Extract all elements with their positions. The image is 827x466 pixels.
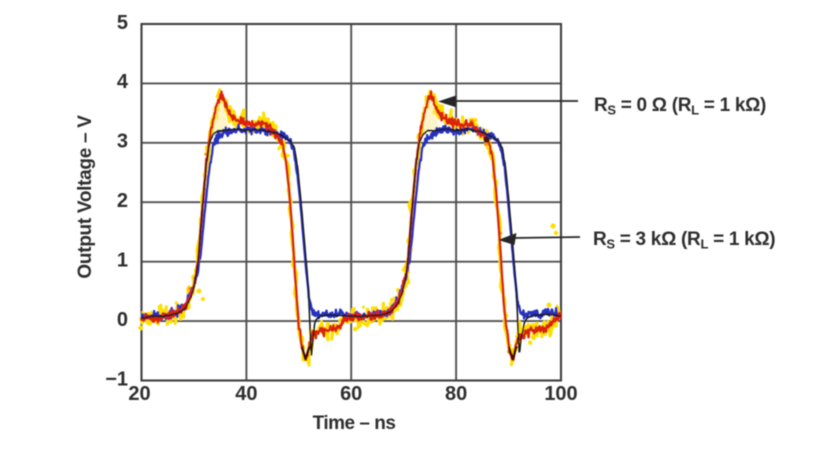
svg-text:−1: −1 [105,368,128,390]
svg-text:0: 0 [117,309,128,331]
svg-text:Time – ns: Time – ns [313,413,396,434]
svg-text:5: 5 [117,12,128,34]
svg-text:1: 1 [117,250,128,272]
svg-text:RS = 3 kΩ (RL = 1 kΩ): RS = 3 kΩ (RL = 1 kΩ) [593,229,775,252]
svg-text:40: 40 [235,383,257,405]
svg-text:100: 100 [544,383,577,405]
svg-text:20: 20 [128,383,150,405]
svg-text:60: 60 [340,383,362,405]
svg-text:RS = 0 Ω (RL = 1 kΩ): RS = 0 Ω (RL = 1 kΩ) [594,95,766,118]
svg-text:Output Voltage – V: Output Voltage – V [75,115,96,279]
svg-text:80: 80 [445,383,467,405]
svg-text:2: 2 [117,190,128,212]
svg-text:3: 3 [117,131,128,153]
svg-text:4: 4 [117,71,129,93]
